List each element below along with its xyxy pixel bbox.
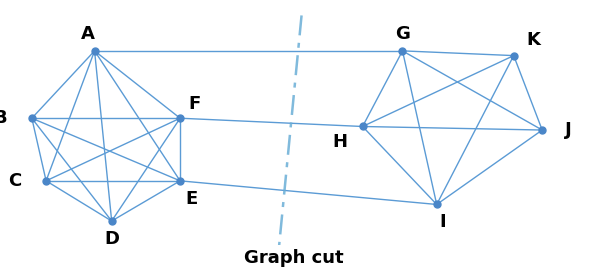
- Text: J: J: [564, 121, 571, 139]
- Text: C: C: [8, 172, 21, 190]
- Text: D: D: [104, 230, 119, 248]
- Text: B: B: [0, 109, 7, 127]
- Text: H: H: [332, 133, 347, 151]
- Text: K: K: [527, 31, 541, 49]
- Text: F: F: [188, 95, 201, 113]
- Text: G: G: [395, 25, 410, 43]
- Text: A: A: [81, 25, 94, 43]
- Text: I: I: [439, 213, 446, 231]
- Text: E: E: [185, 190, 198, 208]
- Text: Graph cut: Graph cut: [244, 249, 344, 267]
